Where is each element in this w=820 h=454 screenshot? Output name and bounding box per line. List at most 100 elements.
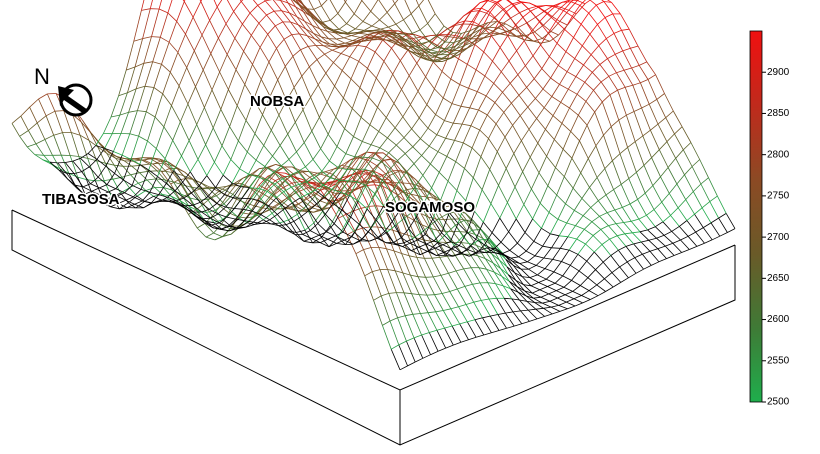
- mesh-line: [577, 94, 586, 101]
- mesh-line: [212, 223, 220, 225]
- mesh-line: [532, 41, 541, 44]
- mesh-line: [462, 245, 471, 253]
- mesh-line: [586, 101, 595, 112]
- mesh-line: [420, 314, 429, 333]
- mesh-line: [439, 172, 448, 181]
- mesh-line: [597, 178, 606, 195]
- mesh-line: [337, 129, 345, 147]
- mesh-line: [614, 30, 622, 33]
- mesh-line: [538, 129, 546, 143]
- mesh-line: [577, 82, 585, 94]
- mesh-line: [543, 78, 551, 89]
- mesh-line: [498, 315, 507, 329]
- mesh-line: [220, 72, 229, 90]
- mesh-line: [419, 118, 428, 128]
- mesh-line: [70, 156, 79, 157]
- mesh-line: [54, 135, 62, 155]
- mesh-line: [456, 162, 465, 169]
- mesh-line: [490, 152, 498, 170]
- mesh-line: [263, 115, 272, 131]
- mesh-line: [140, 171, 149, 172]
- mesh-line: [313, 159, 322, 171]
- mesh-line: [423, 164, 431, 175]
- mesh-line: [131, 136, 139, 159]
- mesh-line: [531, 283, 539, 286]
- mesh-line: [574, 210, 583, 215]
- mesh-line: [405, 154, 414, 164]
- mesh-line: [584, 55, 592, 65]
- mesh-line: [486, 96, 495, 103]
- mesh-line: [304, 239, 312, 242]
- mesh-line: [412, 129, 421, 139]
- mesh-line: [635, 142, 644, 166]
- mesh-line: [240, 152, 248, 169]
- mesh-line: [179, 68, 187, 86]
- mesh-line: [238, 120, 246, 140]
- mesh-line: [506, 154, 514, 169]
- mesh-line: [308, 46, 317, 59]
- mesh-line: [572, 158, 581, 173]
- mesh-line: [218, 38, 227, 54]
- mesh-line: [559, 302, 567, 305]
- mesh-line: [517, 41, 525, 51]
- mesh-line: [312, 208, 321, 211]
- mesh-line: [466, 305, 475, 320]
- mesh-line: [665, 243, 673, 246]
- mesh-line: [410, 91, 418, 104]
- mesh-line: [703, 223, 711, 228]
- mesh-line: [321, 134, 329, 148]
- mesh-line: [353, 241, 361, 244]
- mesh-line: [368, 185, 376, 186]
- mesh-line: [614, 33, 623, 51]
- mesh-line: [386, 249, 395, 271]
- mesh-line: [382, 325, 391, 349]
- mesh-line: [533, 219, 542, 228]
- mesh-line: [395, 4, 404, 20]
- mesh-line: [582, 198, 591, 207]
- mesh-line: [629, 172, 637, 178]
- mesh-line: [169, 21, 177, 42]
- mesh-line: [658, 246, 666, 249]
- mesh-line: [649, 240, 658, 248]
- mesh-line: [533, 203, 541, 219]
- mesh-line: [526, 251, 535, 256]
- mesh-line: [462, 124, 471, 126]
- mesh-line: [480, 283, 489, 299]
- mesh-line: [453, 123, 462, 124]
- mesh-line: [589, 291, 598, 296]
- mesh-line: [381, 296, 390, 321]
- mesh-line: [580, 278, 588, 286]
- mesh-line: [353, 41, 362, 42]
- mesh-line: [645, 193, 654, 209]
- mesh-line: [545, 269, 554, 272]
- mesh-line: [398, 316, 406, 318]
- mesh-line: [479, 268, 488, 283]
- mesh-line: [370, 125, 379, 132]
- mesh-line: [88, 146, 96, 154]
- mesh-line: [336, 39, 345, 43]
- mesh-line: [520, 262, 528, 264]
- mesh-line: [640, 83, 649, 104]
- mesh-line: [432, 172, 440, 188]
- mesh-line: [457, 289, 466, 305]
- mesh-line: [472, 29, 481, 34]
- mesh-line: [590, 296, 598, 300]
- mesh-line: [55, 111, 64, 112]
- mesh-line: [429, 135, 437, 146]
- mesh-line: [685, 175, 694, 192]
- mesh-line: [488, 283, 496, 284]
- mesh-line: [372, 270, 380, 272]
- mesh-line: [577, 239, 586, 244]
- mesh-line: [178, 52, 187, 67]
- mesh-line: [521, 129, 529, 141]
- mesh-line: [512, 4, 520, 13]
- mesh-line: [479, 96, 487, 110]
- mesh-line: [152, 37, 161, 38]
- mesh-line: [587, 125, 596, 146]
- mesh-line: [355, 29, 364, 31]
- mesh-line: [495, 92, 503, 102]
- mesh-line: [264, 130, 272, 145]
- mesh-line: [301, 50, 310, 67]
- mesh-line: [246, 120, 255, 133]
- mesh-line: [445, 326, 453, 328]
